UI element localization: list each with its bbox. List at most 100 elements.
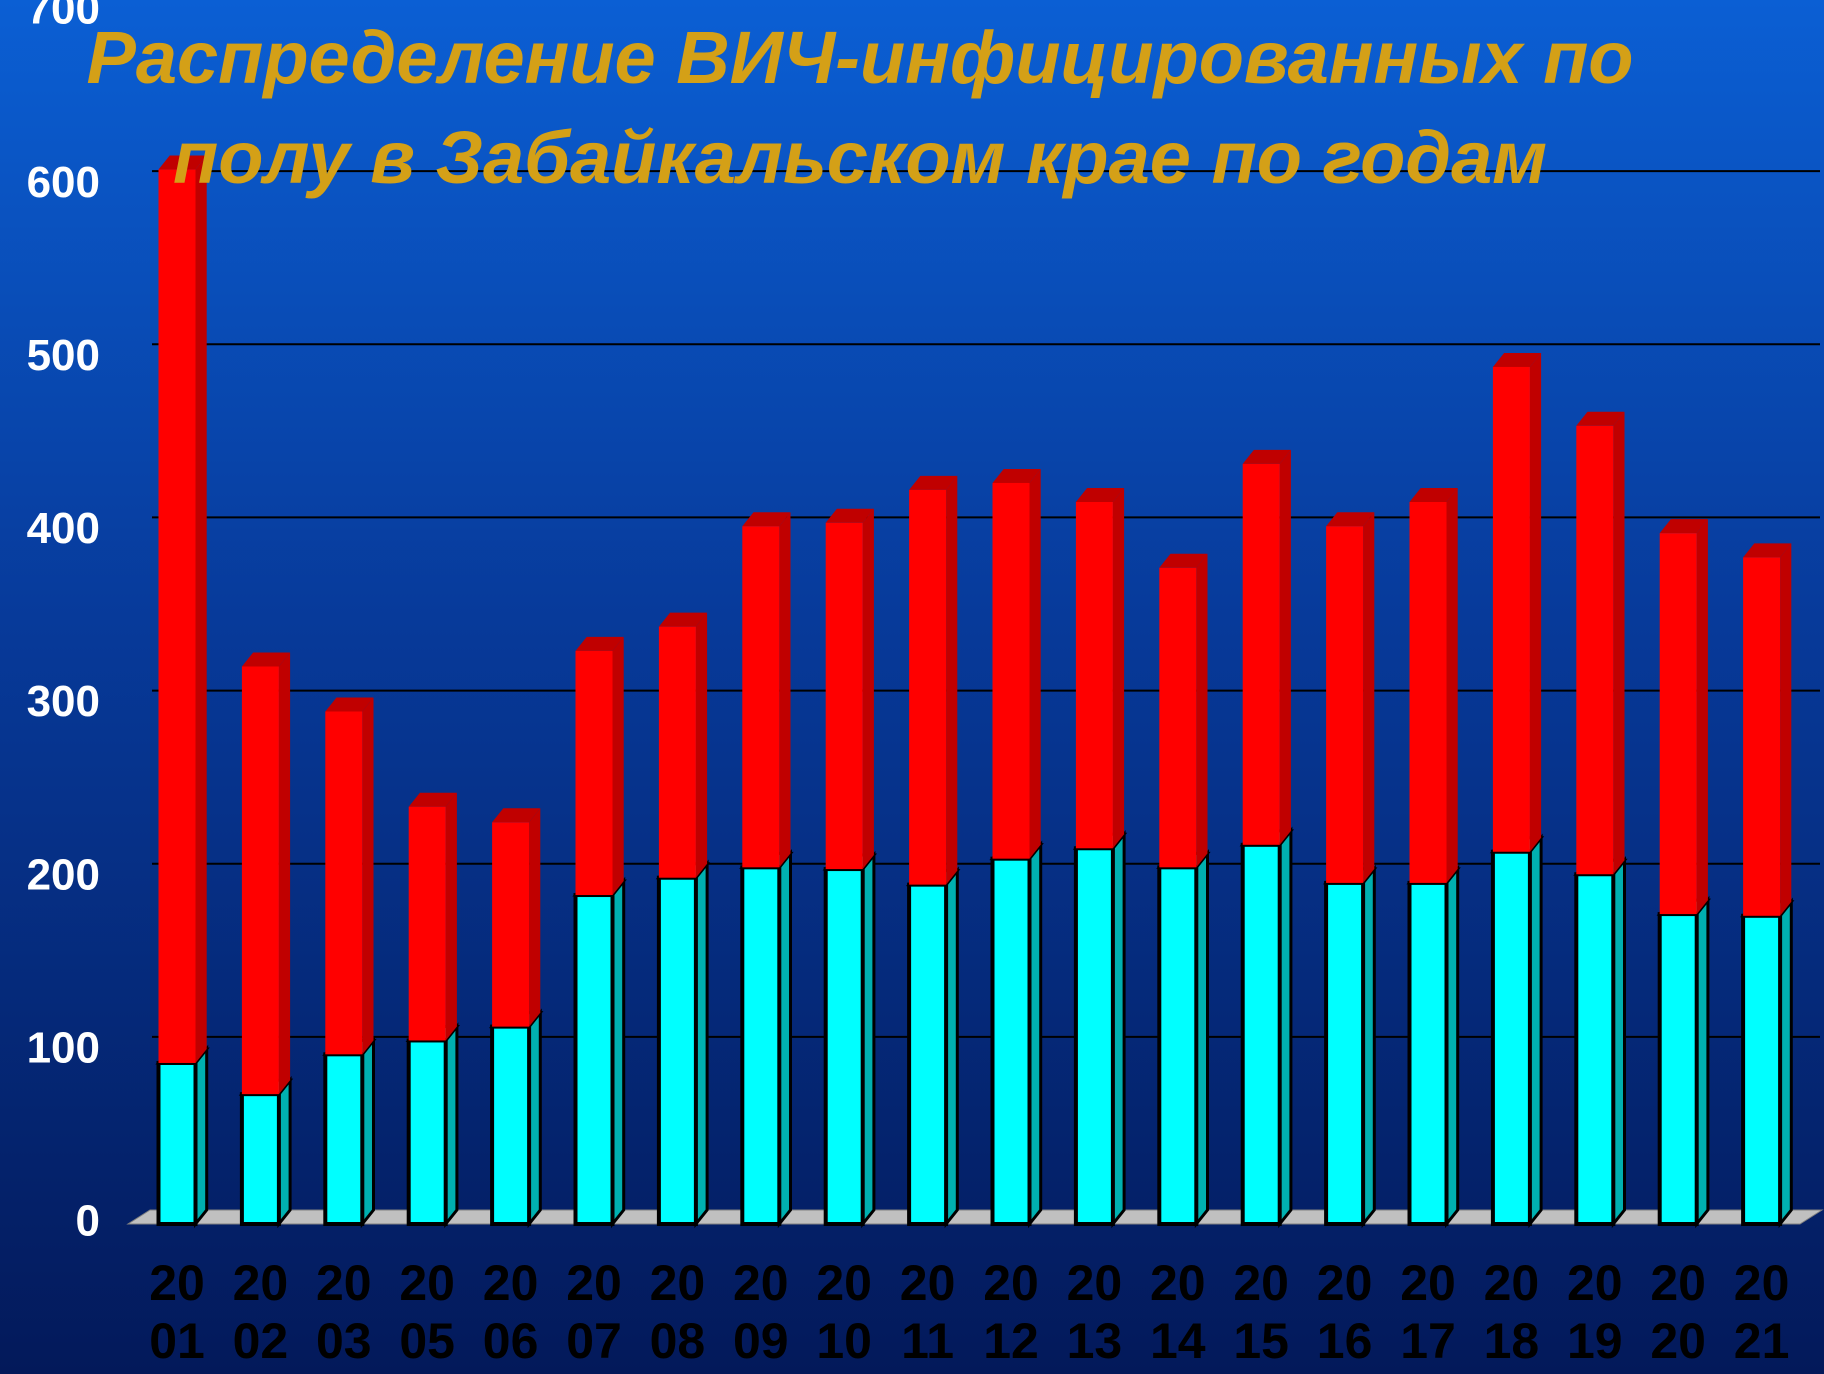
x-tick-label: 2010 (816, 1255, 872, 1369)
bar (1159, 567, 1197, 868)
bar-top (742, 512, 791, 527)
bar (325, 711, 363, 1055)
bar (1409, 501, 1447, 883)
bar (239, 1092, 281, 1226)
bar-top (1409, 487, 1458, 502)
bar-top (241, 652, 291, 667)
bar (1574, 872, 1616, 1226)
bar-side (445, 792, 457, 1041)
y-tick-label: 600 (27, 158, 100, 207)
bar (1659, 533, 1697, 915)
bar-side (1196, 553, 1208, 868)
y-tick-label: 100 (27, 1023, 100, 1072)
x-tick-label: 2013 (1066, 1255, 1123, 1369)
bar (575, 650, 613, 896)
x-tick-label: 2018 (1483, 1255, 1540, 1369)
x-tick-label: 2016 (1316, 1255, 1373, 1369)
x-tick-label: 2007 (566, 1255, 622, 1369)
x-tick-label: 2017 (1400, 1255, 1456, 1369)
bar-side (1446, 487, 1458, 883)
bar (492, 822, 530, 1027)
bar-side (195, 155, 207, 1063)
bar-top (1326, 512, 1375, 527)
bar (1490, 849, 1532, 1226)
x-tick-label: 2020 (1650, 1255, 1706, 1369)
bar-top (909, 475, 958, 490)
floor (126, 1209, 1824, 1225)
bar (992, 482, 1030, 859)
bar-side (278, 652, 291, 1095)
x-tick-label: 2006 (482, 1255, 539, 1369)
bar-side (1780, 543, 1792, 916)
bar-side (1029, 468, 1041, 859)
bar (1576, 425, 1614, 875)
y-tick-label: 300 (27, 677, 100, 726)
bar (156, 1060, 198, 1227)
bar (1324, 880, 1366, 1226)
bar-side (1363, 512, 1375, 883)
bar-side (1279, 449, 1291, 845)
bar-top (1075, 487, 1125, 502)
bar-top (1659, 519, 1708, 534)
bar (408, 806, 446, 1041)
x-tick-label: 2009 (732, 1255, 789, 1369)
bar (656, 875, 698, 1226)
x-tick-label: 2019 (1566, 1255, 1623, 1369)
bar-side (862, 508, 874, 870)
y-tick-label: 500 (27, 331, 100, 380)
bar (1741, 913, 1783, 1226)
x-tick-label: 2014 (1149, 1255, 1206, 1369)
bar (907, 882, 949, 1226)
bar-top (1159, 553, 1208, 568)
bar (1743, 557, 1781, 916)
y-tick-label: 400 (27, 504, 100, 553)
bar (1242, 463, 1280, 845)
x-tick-label: 2001 (149, 1255, 205, 1369)
bar-top (1242, 449, 1291, 464)
bar-side (779, 512, 791, 868)
bar-top (408, 792, 457, 807)
bar-side (946, 475, 958, 885)
bar (573, 893, 615, 1226)
bar (1073, 846, 1115, 1227)
bar (740, 865, 782, 1227)
x-tick-label: 2003 (315, 1255, 372, 1369)
bar-top (825, 508, 874, 523)
bar (158, 169, 196, 1063)
chart-title: Распределение ВИЧ-инфицированных по полу… (86, 16, 1634, 199)
x-tick-label: 2021 (1733, 1255, 1790, 1369)
bar-top (992, 468, 1041, 483)
bar (241, 666, 279, 1095)
bar-top (158, 155, 207, 170)
bar-side (695, 612, 708, 878)
bar-top (1743, 543, 1792, 558)
bar-top (658, 612, 708, 627)
bar-top (325, 697, 374, 712)
x-tick-label: 2005 (399, 1255, 455, 1369)
bar-side (1696, 519, 1708, 915)
y-tick-label: 700 (27, 0, 100, 34)
bar (909, 489, 947, 885)
bar-top (492, 808, 541, 823)
x-tick-label: 2011 (899, 1255, 956, 1369)
bar-side (612, 636, 624, 896)
bar-top (575, 636, 624, 651)
bar-side (1529, 352, 1542, 852)
bar (990, 856, 1032, 1226)
bar (1326, 526, 1364, 883)
bar (406, 1038, 448, 1227)
x-tick-label: 2002 (232, 1255, 289, 1369)
x-tick-label: 2015 (1233, 1255, 1289, 1369)
bar (490, 1024, 532, 1227)
y-tick-label: 200 (27, 850, 100, 899)
bar-top (1576, 411, 1625, 426)
bar-side (529, 808, 541, 1027)
x-tick-label: 2008 (649, 1255, 706, 1369)
bar-side (1613, 411, 1625, 875)
bar (742, 526, 780, 868)
bar (825, 522, 863, 870)
bar-side (1112, 487, 1125, 849)
bar (1240, 842, 1282, 1226)
